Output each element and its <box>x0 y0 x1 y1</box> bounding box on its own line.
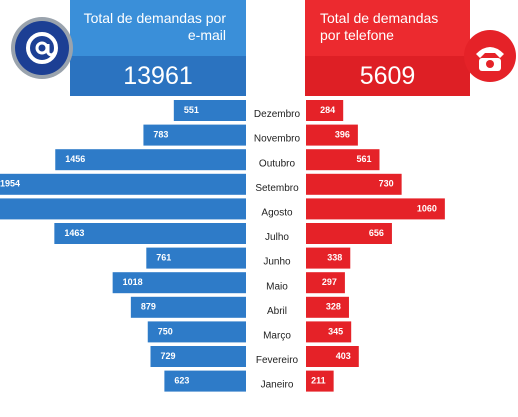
category-label: Outubro <box>259 158 296 169</box>
email-total: 13961 <box>70 57 246 95</box>
phone-value-label: 403 <box>336 351 351 361</box>
phone-value-label: 656 <box>369 228 384 238</box>
phone-value-label: 345 <box>328 326 343 336</box>
email-value-label: 761 <box>156 252 171 262</box>
email-value-label: 551 <box>184 105 199 115</box>
email-value-label: 1463 <box>64 228 84 238</box>
phone-total: 5609 <box>305 57 470 95</box>
email-value-label: 1018 <box>123 277 143 287</box>
email-value-label: 1954 <box>0 179 20 189</box>
email-value-label: 1456 <box>65 154 85 164</box>
category-label: Fevereiro <box>256 355 299 366</box>
email-value-label: 783 <box>153 129 168 139</box>
phone-value-label: 338 <box>327 252 342 262</box>
category-label: Junho <box>263 257 291 268</box>
phone-value-label: 730 <box>379 179 394 189</box>
category-label: Maio <box>266 281 288 292</box>
phone-value-label: 297 <box>322 277 337 287</box>
email-value-label: 879 <box>141 302 156 312</box>
phone-value-label: 396 <box>335 129 350 139</box>
dashboard: Dezembro 551 284 Novembro 783 396 Outubro 1456 5… <box>0 0 518 417</box>
phone-bar <box>306 125 358 146</box>
category-label: Julho <box>265 232 289 243</box>
category-label: Novembro <box>254 134 301 145</box>
email-bar <box>0 174 246 195</box>
phone-value-label: 211 <box>311 375 326 385</box>
category-label: Março <box>263 331 291 342</box>
email-icon <box>11 17 73 79</box>
phone-title: Total de demandas por telefone <box>320 10 460 44</box>
category-label: Janeiro <box>261 380 294 391</box>
phone-value-label: 284 <box>320 105 335 115</box>
phone-bar <box>306 346 359 367</box>
category-label: Abril <box>267 306 287 317</box>
email-value-label: 729 <box>161 351 176 361</box>
phone-value-label: 328 <box>326 302 341 312</box>
email-bar <box>0 198 246 219</box>
category-label: Agosto <box>261 208 293 219</box>
category-label: Setembro <box>255 183 299 194</box>
email-value-label: 750 <box>158 326 173 336</box>
email-value-label: 623 <box>174 375 189 385</box>
category-label: Dezembro <box>254 109 301 120</box>
phone-value-label: 1060 <box>417 203 437 213</box>
phone-value-label: 561 <box>356 154 371 164</box>
email-title: Total de demandas por e-mail <box>70 10 226 44</box>
phone-icon <box>464 30 516 82</box>
